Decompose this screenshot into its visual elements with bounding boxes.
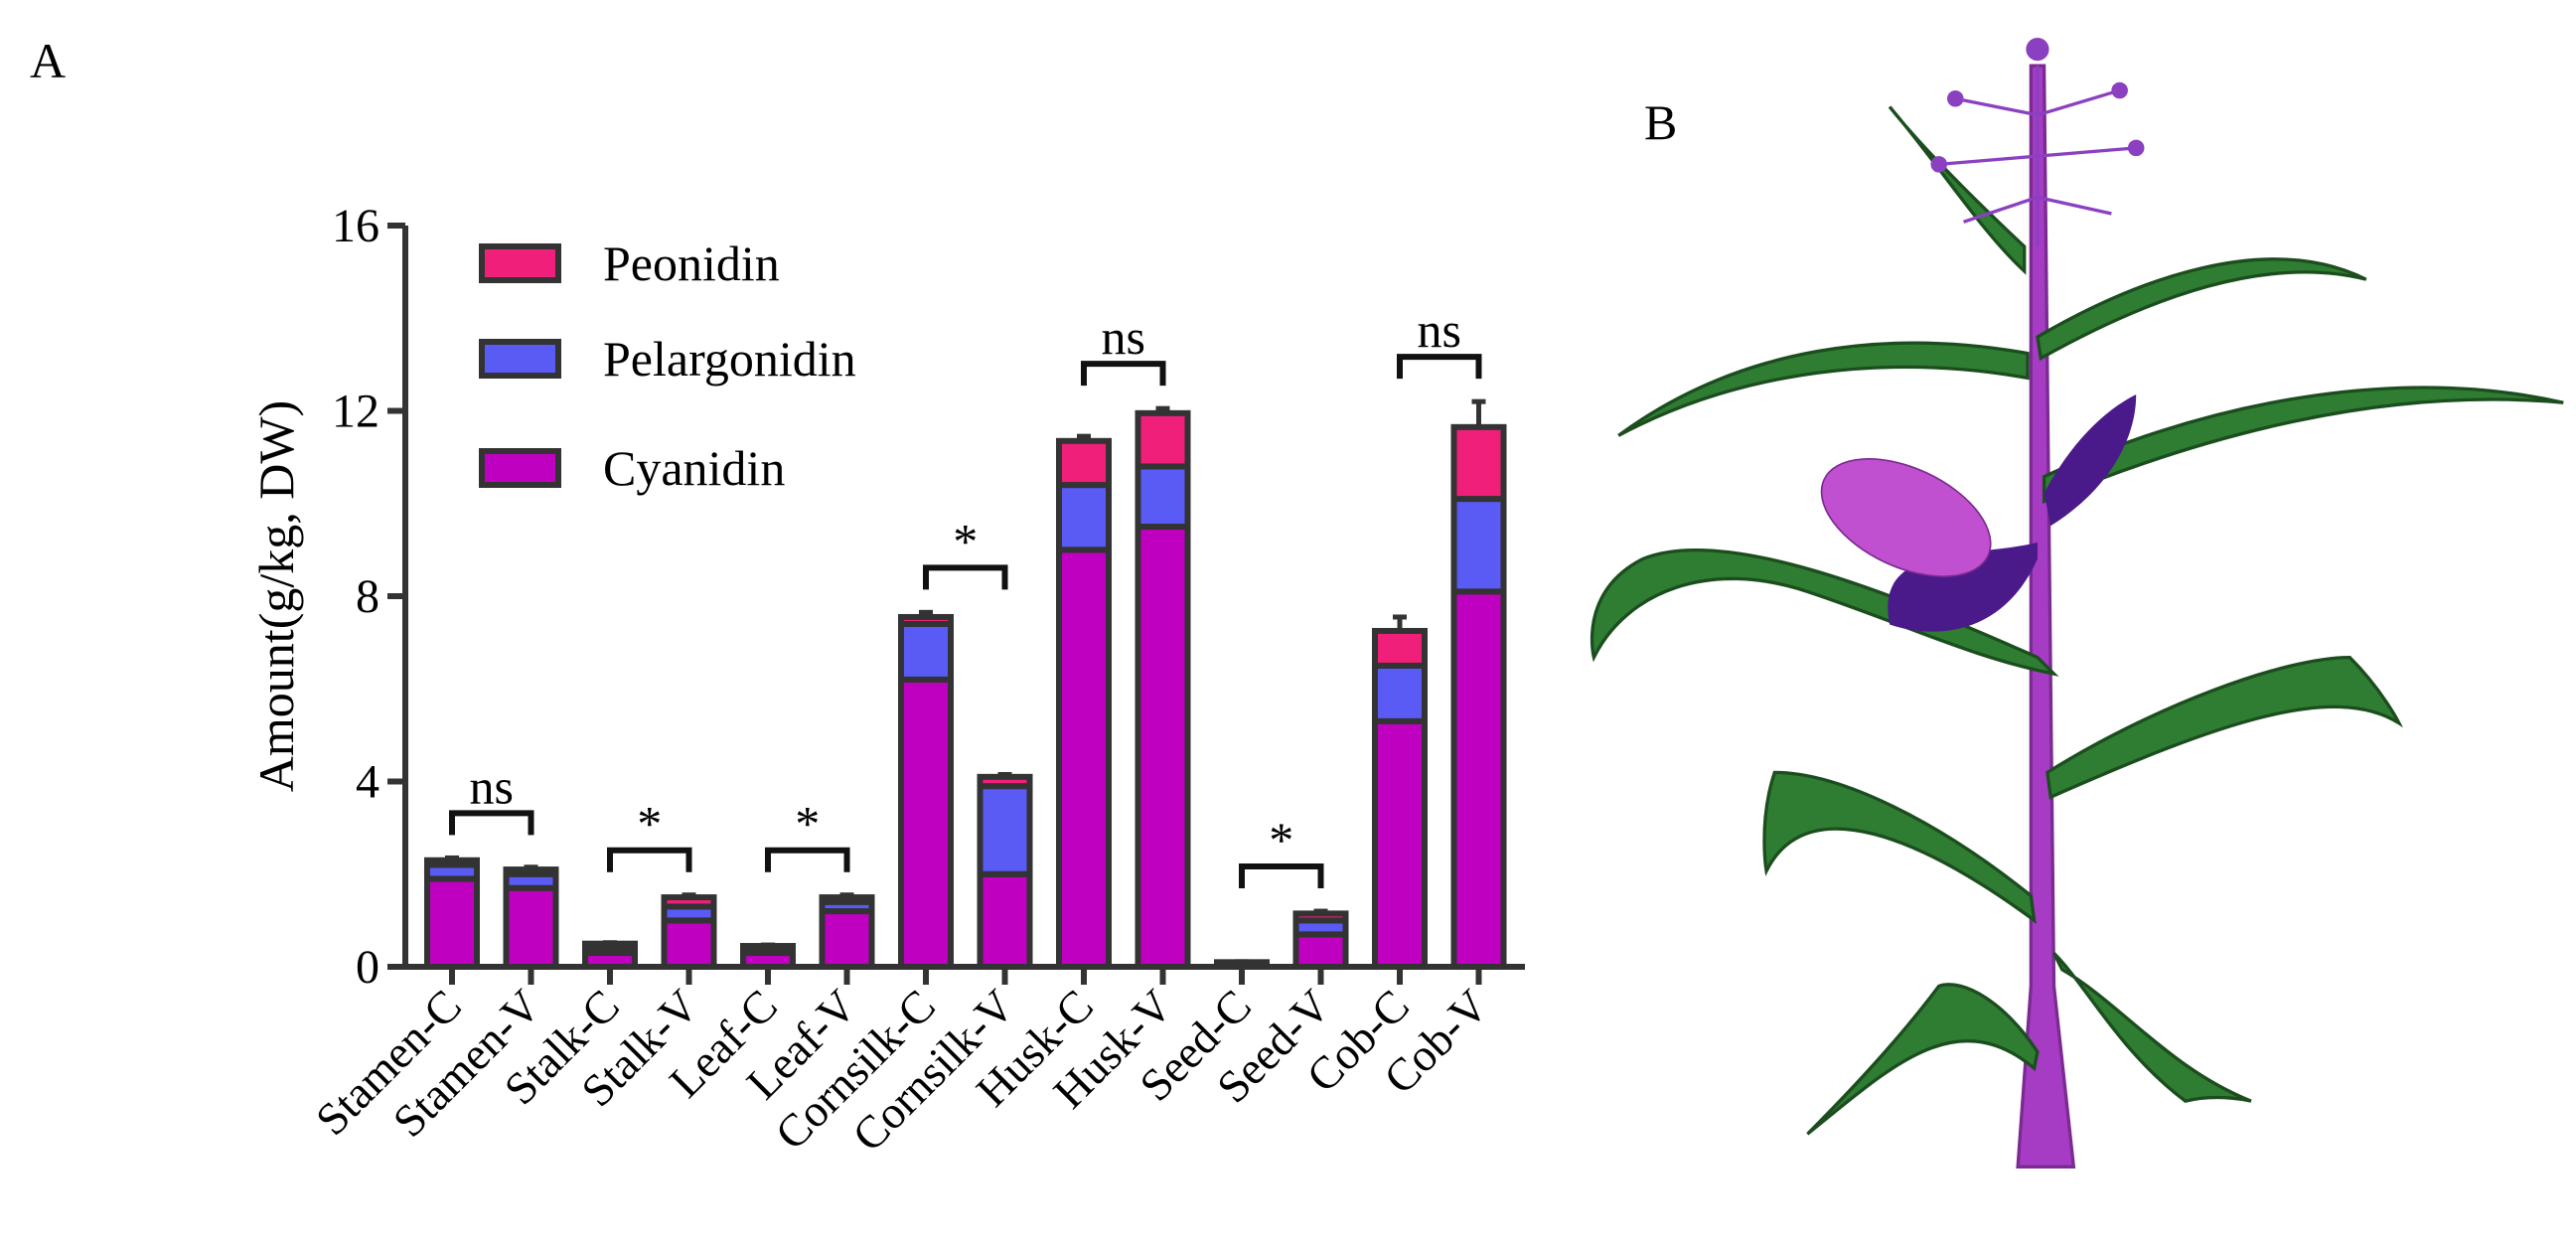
- bar-segment: [1292, 910, 1349, 924]
- bar-segment: [1056, 482, 1112, 553]
- significance-bracket: [923, 564, 1008, 590]
- significance-label: *: [1269, 812, 1293, 867]
- bar-segment: [503, 884, 559, 970]
- bar-segment: [977, 783, 1033, 877]
- bar-segment: [1135, 409, 1191, 470]
- bar-segment: [819, 908, 875, 970]
- significance-label: ns: [1418, 302, 1461, 358]
- significance-label: *: [953, 513, 978, 568]
- bar-segment: [1056, 437, 1112, 489]
- bar-segment: [1135, 463, 1191, 531]
- bar-segment: [661, 917, 717, 970]
- y-axis-label: Amount(g/kg, DW): [248, 400, 304, 792]
- bar-segment: [819, 894, 875, 905]
- legend-swatch: [479, 448, 561, 488]
- bar-segment: [1056, 546, 1112, 970]
- significance-label: *: [795, 796, 820, 852]
- bar-segment: [1450, 423, 1507, 503]
- bar-segment: [1372, 627, 1428, 669]
- bar-segment: [898, 620, 954, 683]
- y-tick-label: 0: [356, 941, 379, 994]
- bar-segment: [424, 857, 480, 868]
- bar-segment: [503, 866, 559, 877]
- y-tick-label: 12: [332, 386, 379, 438]
- legend-label: Pelargonidin: [603, 331, 856, 387]
- y-tick-label: 4: [356, 756, 379, 809]
- significance-bracket: [765, 847, 850, 872]
- panel-label: A: [30, 33, 66, 88]
- bar-segment: [898, 613, 954, 627]
- y-tick-label: 16: [332, 200, 379, 252]
- legend-swatch: [479, 243, 561, 283]
- panel-label: B: [1644, 94, 1677, 150]
- y-tick-label: 8: [356, 570, 379, 623]
- significance-bracket: [1239, 863, 1324, 889]
- significance-bracket: [1397, 354, 1482, 380]
- significance-label: *: [637, 796, 662, 852]
- bar-segment: [977, 773, 1033, 790]
- significance-label: ns: [470, 758, 514, 814]
- bar-segment: [977, 870, 1033, 970]
- significance-bracket: [607, 847, 692, 872]
- bar-segment: [1450, 496, 1507, 595]
- bar-segment: [1372, 717, 1428, 971]
- legend-swatch: [479, 339, 561, 379]
- bar-segment: [1292, 931, 1349, 970]
- maize-illustration: [1590, 38, 2564, 1169]
- bar-segment: [661, 894, 717, 910]
- bar-segment: [424, 875, 480, 970]
- significance-label: ns: [1102, 309, 1145, 365]
- legend-label: Peonidin: [603, 235, 780, 291]
- legend-label: Cyanidin: [603, 440, 785, 496]
- significance-bracket: [1081, 361, 1166, 387]
- bar-segment: [1372, 662, 1428, 724]
- bar-segment: [898, 676, 954, 970]
- bar-segment: [1135, 524, 1191, 970]
- significance-bracket: [449, 810, 534, 836]
- bar-segment: [1450, 588, 1507, 971]
